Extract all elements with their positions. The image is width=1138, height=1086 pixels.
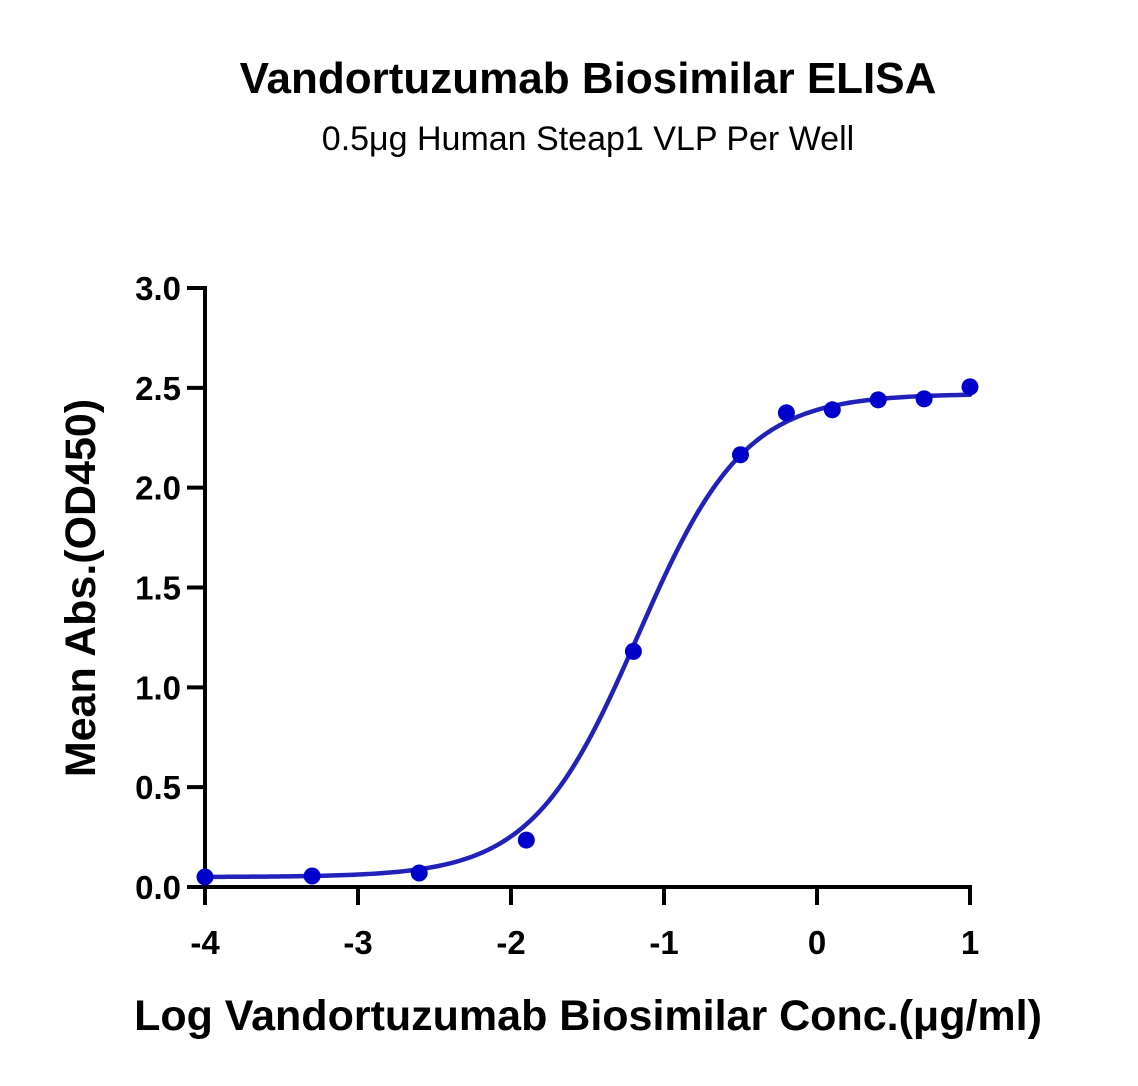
x-axis-label: Log Vandortuzumab Biosimilar Conc.(μg/ml… (134, 992, 1042, 1040)
data-point (869, 391, 887, 409)
x-tick-label: -2 (496, 924, 525, 961)
chart-title: Vandortuzumab Biosimilar ELISA (240, 54, 937, 103)
y-tick-label: 0.0 (135, 869, 181, 906)
y-tick-label: 2.5 (135, 370, 181, 407)
x-tick-label: -1 (649, 924, 678, 961)
data-point (196, 868, 214, 886)
data-point (303, 867, 321, 885)
x-tick-label: 0 (808, 924, 826, 961)
y-tick-label: 3.0 (135, 270, 181, 307)
y-tick-label: 1.0 (135, 669, 181, 706)
data-point (777, 404, 795, 422)
ticks: 0.0 0.5 1.0 1.5 2.0 2.5 3.0 -4 -3 -2 -1 0 1 (135, 270, 979, 961)
y-tick-label: 0.5 (135, 769, 181, 806)
data-point (915, 390, 933, 408)
data-point (517, 831, 535, 849)
data-point (961, 378, 979, 396)
data-point (823, 401, 841, 419)
x-tick-label: 1 (961, 924, 979, 961)
data-points (196, 378, 979, 886)
y-tick-label: 1.5 (135, 570, 181, 607)
data-point (732, 446, 749, 464)
x-tick-label: -3 (343, 924, 372, 961)
data-point (624, 642, 642, 660)
fit-curve (202, 392, 973, 880)
data-point (410, 864, 428, 882)
y-tick-label: 2.0 (135, 470, 181, 507)
y-axis-label: Mean Abs.(OD450) (57, 399, 105, 777)
axes (203, 286, 972, 889)
x-tick-label: -4 (190, 924, 220, 961)
chart-subtitle: 0.5μg Human Steap1 VLP Per Well (322, 120, 854, 158)
